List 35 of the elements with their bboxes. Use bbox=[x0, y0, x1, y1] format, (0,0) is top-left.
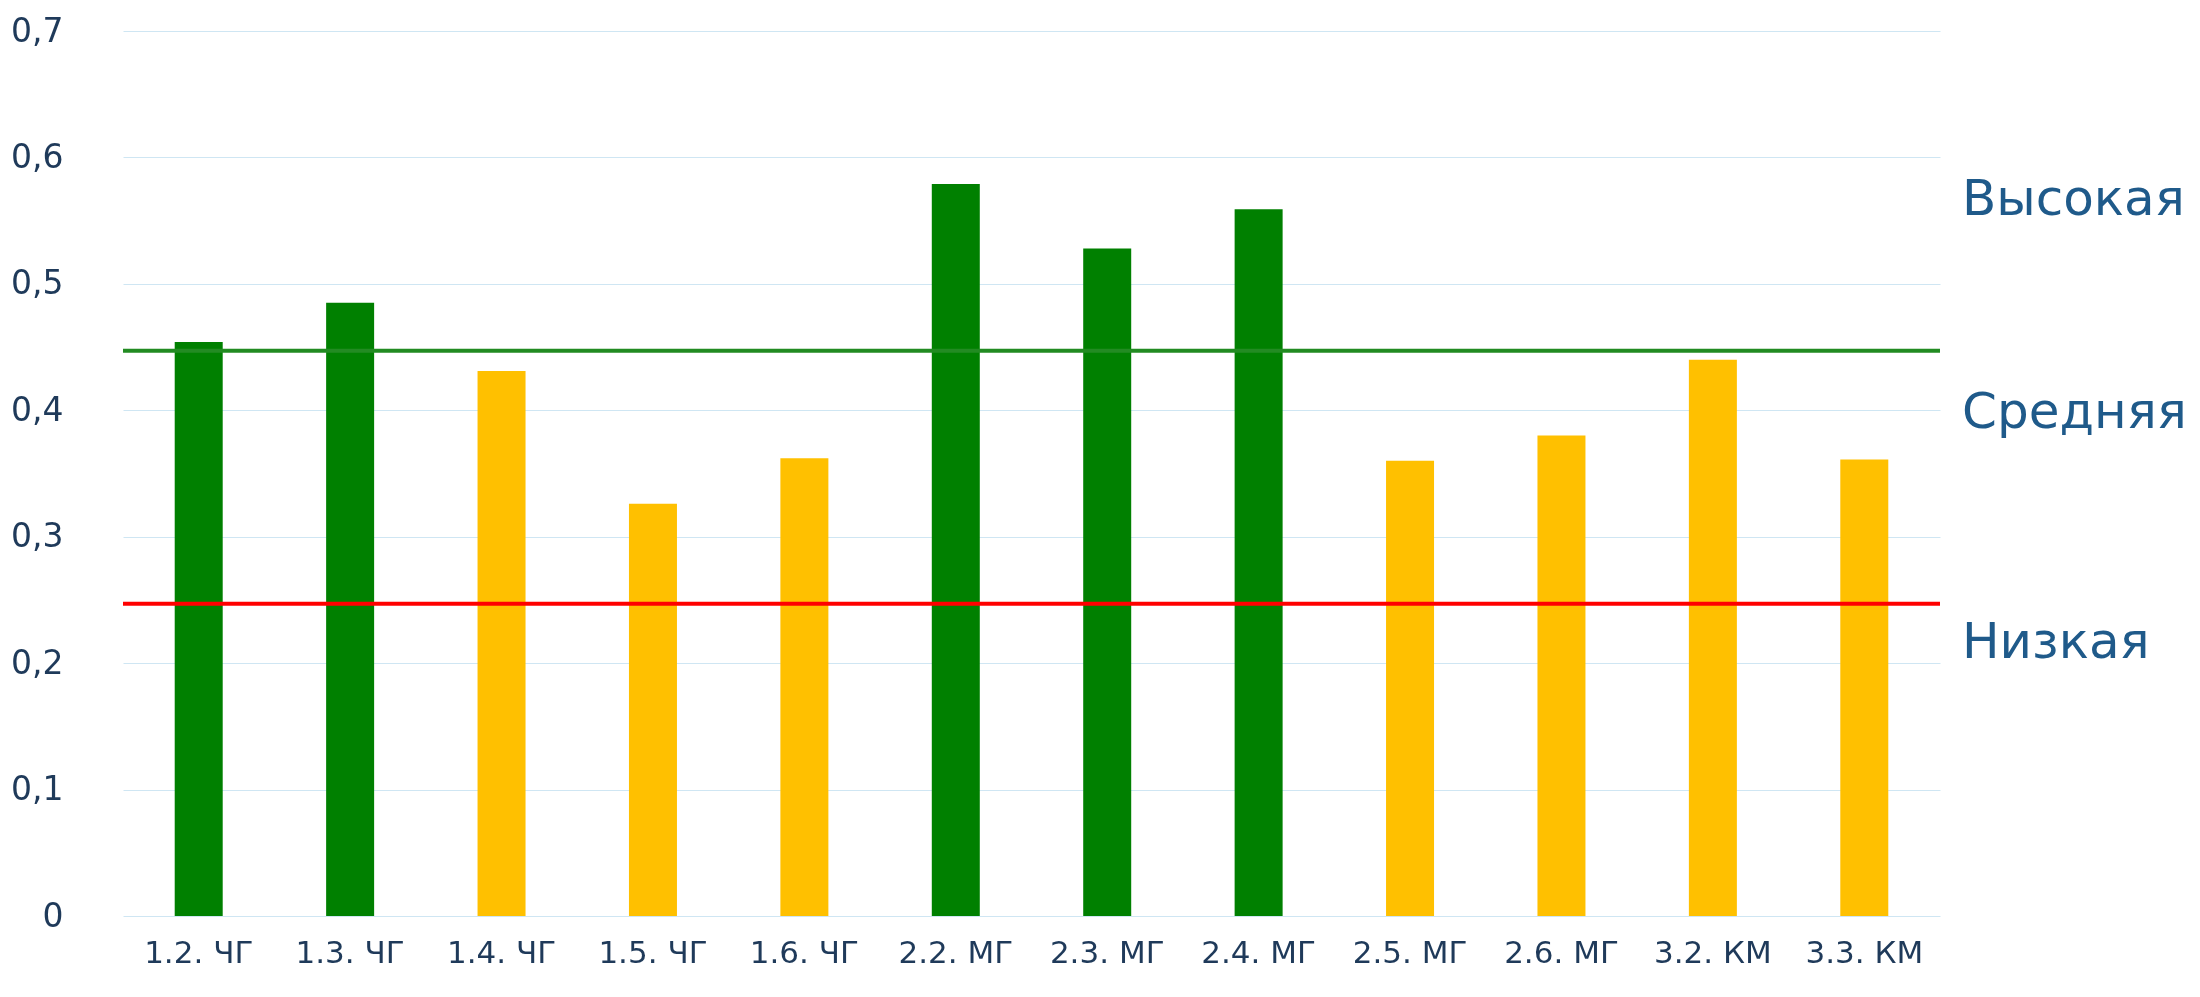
x-tick-label: 3.2. КМ bbox=[1653, 933, 1772, 970]
x-tick-label: 3.3. КМ bbox=[1805, 933, 1924, 970]
bar bbox=[1386, 460, 1435, 916]
y-tick-label: 0,1 bbox=[11, 769, 64, 809]
x-tick-label: 2.2. МГ bbox=[898, 933, 1014, 970]
bar bbox=[628, 503, 677, 916]
y-tick-label: 0,7 bbox=[11, 10, 64, 50]
text: Средняя bbox=[1962, 381, 2187, 440]
y-tick-label: 0,4 bbox=[11, 389, 64, 429]
text: Высокая bbox=[1962, 169, 2185, 228]
x-tick-label: 1.2. ЧГ bbox=[144, 933, 254, 970]
x-tick-label: 1.6. ЧГ bbox=[749, 933, 859, 970]
y-tick-label: 0 bbox=[42, 895, 64, 935]
x-tick-label: 1.5. ЧГ bbox=[598, 933, 708, 970]
bar bbox=[1234, 209, 1283, 916]
bar bbox=[931, 183, 980, 916]
y-tick-label: 0,5 bbox=[11, 263, 64, 303]
bar bbox=[1840, 459, 1889, 916]
x-tick-label: 1.3. ЧГ bbox=[295, 933, 405, 970]
y-tick-label: 0,2 bbox=[11, 642, 64, 682]
x-tick-label: 2.6. МГ bbox=[1504, 933, 1619, 970]
x-tick-label: 1.4. ЧГ bbox=[446, 933, 557, 970]
bar bbox=[326, 302, 375, 916]
bar bbox=[477, 371, 526, 916]
bar bbox=[1537, 435, 1586, 916]
bar bbox=[1083, 248, 1132, 916]
y-tick-label: 0,3 bbox=[11, 516, 64, 556]
x-tick-label: 2.3. МГ bbox=[1049, 933, 1165, 970]
bar bbox=[1688, 359, 1737, 916]
x-tick-label: 2.4. МГ bbox=[1201, 933, 1316, 970]
text: Низкая bbox=[1962, 611, 2150, 670]
bar bbox=[174, 342, 223, 916]
y-tick-label: 0,6 bbox=[11, 136, 64, 176]
bar bbox=[780, 458, 829, 916]
x-tick-label: 2.5. МГ bbox=[1352, 933, 1468, 970]
